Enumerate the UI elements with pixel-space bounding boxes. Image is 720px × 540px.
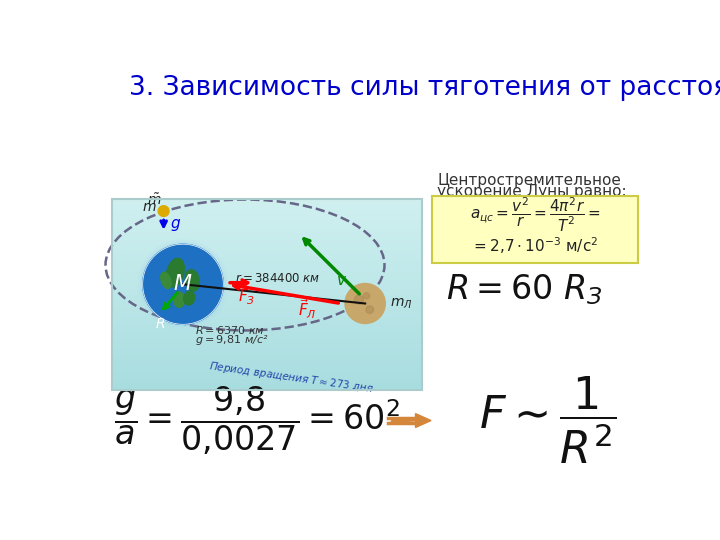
Text: $F \sim \dfrac{1}{R^2}$: $F \sim \dfrac{1}{R^2}$: [479, 375, 616, 466]
Circle shape: [366, 306, 374, 314]
Text: Период вращения $T \approx 273$ дня: Период вращения $T \approx 273$ дня: [208, 359, 375, 396]
Circle shape: [364, 293, 370, 299]
Text: $m$: $m$: [143, 200, 157, 214]
Polygon shape: [415, 414, 431, 428]
Text: $\tilde{m}$: $\tilde{m}$: [147, 192, 161, 208]
Circle shape: [143, 244, 223, 325]
Text: Центростремительное: Центростремительное: [437, 173, 621, 188]
Circle shape: [140, 242, 225, 327]
Text: $R = 6370$ км: $R = 6370$ км: [194, 325, 264, 336]
Text: $R$: $R$: [155, 316, 165, 330]
Text: ускорение Луны равно:: ускорение Луны равно:: [437, 184, 627, 199]
Ellipse shape: [185, 269, 199, 291]
Text: $g = 9{,}81$ м/с²: $g = 9{,}81$ м/с²: [194, 334, 268, 347]
Text: $g$: $g$: [170, 217, 181, 233]
Text: $r = 384400$ км: $r = 384400$ км: [235, 272, 320, 285]
FancyBboxPatch shape: [432, 197, 638, 262]
Text: $M$: $M$: [174, 274, 193, 294]
Circle shape: [158, 206, 169, 217]
Text: $v$: $v$: [336, 273, 348, 288]
Ellipse shape: [161, 272, 171, 288]
Text: $\vec{F}_Л$: $\vec{F}_Л$: [297, 298, 316, 321]
Text: $m_Л$: $m_Л$: [390, 296, 413, 310]
Circle shape: [354, 295, 364, 304]
Ellipse shape: [174, 292, 185, 307]
Text: 3. Зависимость силы тяготения от расстояния: 3. Зависимость силы тяготения от расстоя…: [129, 75, 720, 101]
Text: $= 2{,}7\cdot10^{-3}\ \mathrm{м/с}^2$: $= 2{,}7\cdot10^{-3}\ \mathrm{м/с}^2$: [471, 235, 598, 256]
Text: $a_{цс} = \dfrac{v^2}{r} = \dfrac{4\pi^2 r}{T^2} =$: $a_{цс} = \dfrac{v^2}{r} = \dfrac{4\pi^2…: [469, 196, 600, 234]
Text: $R = 60\ R_З$: $R = 60\ R_З$: [446, 272, 603, 307]
Circle shape: [345, 284, 385, 323]
Text: $\dfrac{g}{a} = \dfrac{9{,}8}{0{,}0027} = 60^2$: $\dfrac{g}{a} = \dfrac{9{,}8}{0{,}0027} …: [114, 384, 400, 457]
Ellipse shape: [184, 291, 194, 305]
Ellipse shape: [166, 259, 184, 287]
Text: $\vec{F}_З$: $\vec{F}_З$: [238, 283, 256, 307]
Bar: [112, 199, 422, 390]
